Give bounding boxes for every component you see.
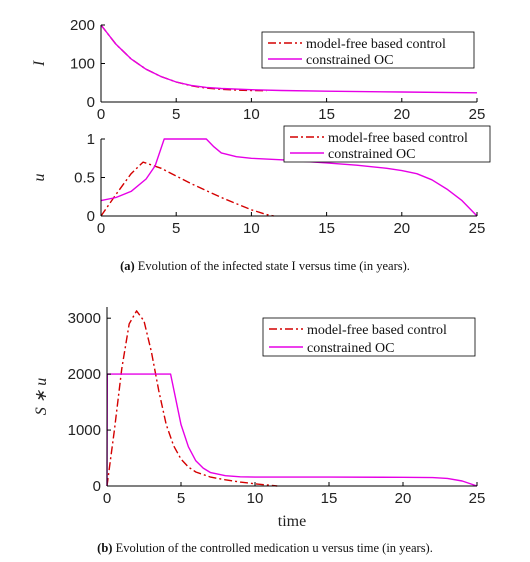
caption-b: (b) Evolution of the controlled medicati…	[0, 541, 530, 556]
x-tick-label: 15	[318, 220, 335, 237]
legend-label-1: constrained OC	[307, 341, 394, 356]
x-tick-label: 0	[103, 490, 111, 507]
subplot-control: 0 5 10 15 20 25 0 0.5 1 u model-free based control…	[31, 125, 491, 237]
caption-a-tag: (a)	[120, 259, 135, 273]
series-line-1	[100, 24, 478, 94]
legend-label-1: constrained OC	[306, 53, 393, 68]
y-tick-label: 3000	[68, 310, 101, 327]
legend-box	[262, 317, 476, 357]
legend-box	[261, 31, 475, 69]
caption-a: (a) Evolution of the infected state I ve…	[0, 259, 530, 274]
y-tick-label: 2000	[68, 366, 101, 383]
x-tick-label: 5	[177, 490, 185, 507]
caption-b-tag: (b)	[97, 541, 113, 555]
x-tick-label: 10	[247, 490, 264, 507]
x-tick-label: 25	[469, 220, 486, 237]
y-axis-label: I	[31, 60, 48, 67]
legend-label-0: model-free based control	[328, 131, 468, 146]
legend-label-0: model-free based control	[307, 323, 447, 338]
subplot-medication: 0 5 10 15 20 25 0 1000 2000 3000 S ∗ u time model-fr…	[33, 307, 485, 530]
y-axis-label: u	[31, 174, 48, 182]
x-tick-label: 15	[318, 106, 335, 123]
legend-label-1: constrained OC	[328, 147, 415, 162]
series-line-1	[100, 138, 478, 217]
y-tick-label: 0.5	[74, 170, 95, 187]
caption-a-text: Evolution of the infected state I versus…	[137, 259, 410, 273]
series-line-1	[106, 373, 478, 487]
y-tick-label: 0	[87, 94, 95, 111]
legend-box	[283, 125, 491, 163]
legend-label-0: model-free based control	[306, 37, 446, 52]
x-tick-label: 20	[393, 220, 410, 237]
x-tick-label: 10	[243, 106, 260, 123]
y-tick-label: 200	[70, 17, 95, 34]
x-tick-label: 25	[469, 490, 486, 507]
y-tick-label: 1000	[68, 422, 101, 439]
y-tick-label: 0	[87, 208, 95, 225]
x-tick-label: 5	[172, 106, 180, 123]
x-tick-label: 5	[172, 220, 180, 237]
y-axis-label: S ∗ u	[33, 378, 50, 415]
x-tick-label: 20	[393, 106, 410, 123]
x-tick-label: 25	[469, 106, 486, 123]
caption-b-text: Evolution of the controlled medication u…	[115, 541, 433, 555]
x-tick-label: 0	[97, 220, 105, 237]
x-tick-label: 15	[321, 490, 338, 507]
y-tick-label: 0	[93, 478, 101, 495]
series-line-0	[100, 24, 267, 92]
y-tick-label: 1	[87, 131, 95, 148]
x-tick-label: 20	[395, 490, 412, 507]
x-axis-label: time	[278, 513, 306, 530]
y-tick-label: 100	[70, 56, 95, 73]
series-line-0	[100, 161, 275, 217]
x-tick-label: 10	[243, 220, 260, 237]
series-line-0	[106, 310, 278, 487]
x-tick-label: 0	[97, 106, 105, 123]
